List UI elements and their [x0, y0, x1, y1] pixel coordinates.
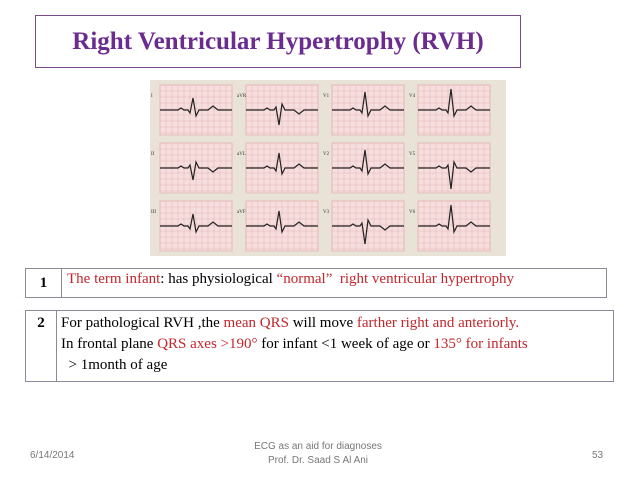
ecg-trace: [332, 91, 404, 119]
ecg-trace: [418, 159, 490, 190]
footer-page: 53: [592, 450, 604, 461]
ecg-trace: [160, 97, 232, 118]
lead-label: I: [151, 94, 153, 99]
row-number: 1: [26, 269, 62, 297]
lead-label: aVL: [237, 152, 246, 157]
title: Right Ventricular Hypertrophy (RVH): [72, 27, 484, 55]
text-run: 135°: [433, 336, 462, 352]
text-run: In frontal plane: [61, 336, 158, 352]
lead-label: V4: [409, 94, 416, 99]
row: 2 For pathological RVH ,the mean QRS wil…: [25, 310, 614, 382]
row-text: The term infant: has physiological “norm…: [62, 269, 514, 297]
lead-label: V2: [323, 152, 330, 157]
text-run: QRS axes >190°: [157, 336, 258, 352]
text-line: For pathological RVH ,the mean QRS will …: [61, 313, 528, 334]
ecg-trace: [418, 88, 490, 119]
text-run: : has physiological: [160, 271, 277, 287]
text-run: mean QRS: [223, 315, 289, 331]
footer-line: ECG as an aid for diagnoses: [254, 441, 382, 452]
lead-label: V6: [409, 210, 416, 215]
footer-center: ECG as an aid for diagnoses Prof. Dr. Sa…: [218, 440, 418, 468]
text-line: The term infant: has physiological “norm…: [67, 269, 514, 290]
footer-date: 6/14/2014: [30, 450, 75, 461]
lead-label: V1: [323, 94, 330, 99]
ecg-trace: [246, 152, 318, 176]
row-text: For pathological RVH ,the mean QRS will …: [57, 311, 528, 381]
lead-label: V3: [323, 210, 330, 215]
text-line: > 1month of age: [61, 355, 528, 376]
ecg-trace: [418, 204, 490, 235]
text-run: for infants: [461, 336, 528, 352]
row-number: 2: [26, 311, 57, 381]
row: 1 The term infant: has physiological “no…: [25, 268, 607, 298]
text-run: The term infant: [67, 271, 161, 287]
ecg-trace: [160, 160, 232, 181]
text-run: will move: [288, 315, 357, 331]
lead-label: aVF: [237, 210, 246, 215]
ecg-trace: [332, 149, 404, 177]
footer-line: Prof. Dr. Saad S Al Ani: [267, 455, 369, 466]
text-run: For pathological RVH ,the: [61, 315, 224, 331]
title-box: Right Ventricular Hypertrophy (RVH): [35, 15, 521, 68]
lead-label: II: [151, 152, 155, 157]
text-run: farther right and anteriorly.: [356, 315, 520, 331]
ecg-trace: [246, 102, 318, 126]
ecg-trace: [160, 213, 232, 234]
text-line: In frontal plane QRS axes >190° for infa…: [61, 334, 528, 355]
lead-label: aVR: [237, 94, 247, 99]
text-run: for infant <1 week of age or: [257, 336, 434, 352]
lead-label: V5: [409, 152, 416, 157]
text-run: > 1month of age: [61, 357, 168, 373]
ecg-trace: [332, 217, 404, 245]
text-run: “normal” right ventricular hypertrophy: [276, 271, 514, 287]
lead-label: III: [151, 210, 156, 215]
ecg-trace: [246, 210, 318, 234]
